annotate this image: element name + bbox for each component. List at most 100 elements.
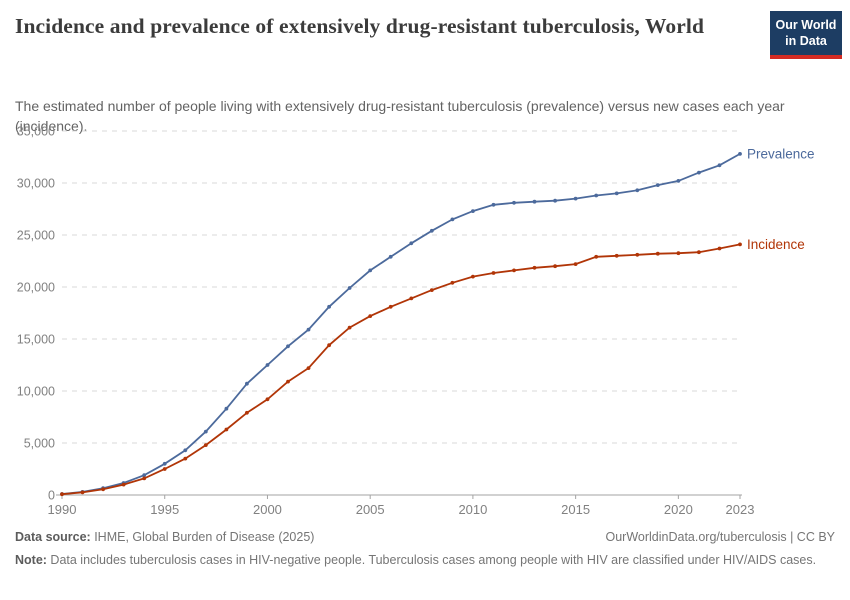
incidence-point	[60, 492, 64, 497]
incidence-point	[183, 456, 188, 461]
owid-citation-link[interactable]: OurWorldinData.org/tuberculosis | CC BY	[605, 530, 836, 544]
prevalence-point	[573, 196, 578, 201]
incidence-point	[471, 274, 475, 279]
owid-logo-line2: in Data	[785, 34, 827, 49]
incidence-point	[676, 251, 681, 256]
chart-svg: 0 5,000 10,000 15,000 20,000 25,000 30,000 35,0…	[17, 125, 815, 518]
prevalence-point	[594, 193, 599, 198]
y-tick-label: 15,000	[17, 333, 55, 347]
x-tick-label: 2020	[664, 502, 693, 517]
incidence-point	[697, 250, 701, 255]
incidence-point	[142, 476, 147, 481]
prevalence-point	[409, 241, 414, 246]
x-tick-label: 2005	[356, 502, 385, 517]
source-row: Data source: IHME, Global Burden of Dise…	[15, 530, 835, 544]
incidence-point	[162, 467, 167, 471]
incidence-point	[203, 443, 208, 447]
incidence-point	[450, 280, 455, 285]
prevalence-point	[224, 406, 229, 411]
incidence-point	[738, 242, 742, 247]
incidence-point	[635, 252, 640, 257]
prevalence-point	[327, 304, 331, 309]
y-tick-label: 10,000	[17, 385, 55, 399]
incidence-point	[429, 288, 434, 292]
y-tick-label: 5,000	[24, 437, 55, 451]
incidence-point	[224, 427, 229, 432]
note-text: Data includes tuberculosis cases in HIV-…	[46, 553, 817, 567]
incidence-point	[491, 271, 496, 275]
chart-footer: Data source: IHME, Global Burden of Dise…	[15, 530, 835, 569]
incidence-point	[655, 251, 660, 256]
incidence-point	[614, 253, 619, 258]
incidence-point	[388, 304, 393, 309]
data-source-label: Data source:	[15, 530, 91, 544]
prevalence-point	[676, 179, 681, 183]
prevalence-point	[203, 429, 208, 434]
incidence-point	[553, 264, 557, 269]
y-tick-label: 35,000	[17, 125, 55, 139]
y-tick-label: 0	[48, 489, 55, 503]
chart-subtitle: The estimated number of people living wi…	[15, 98, 785, 135]
incidence-point	[286, 379, 290, 384]
incidence-point	[532, 265, 537, 270]
incidence-point	[512, 268, 516, 273]
incidence-point	[306, 366, 311, 370]
incidence-point	[717, 246, 722, 251]
x-tick-label: 2010	[458, 502, 487, 517]
prevalence-point	[655, 183, 660, 187]
incidence-point	[121, 482, 126, 487]
prevalence-point	[306, 327, 311, 332]
x-tick-label: 1995	[150, 502, 179, 517]
prevalence-point	[471, 209, 475, 213]
x-tick-label: 2015	[561, 502, 590, 517]
prevalence-point	[347, 286, 352, 290]
prevalence-point	[491, 202, 496, 207]
prevalence-point	[697, 170, 701, 175]
note-label: Note:	[15, 553, 47, 567]
owid-logo: Our World in Data	[770, 11, 842, 59]
prevalence-point	[512, 200, 516, 205]
x-tick-label: 2023	[726, 502, 755, 517]
incidence-point	[245, 410, 249, 415]
y-tick-label: 30,000	[17, 177, 55, 191]
owid-logo-line1: Our World	[775, 18, 837, 32]
incidence-point	[101, 487, 105, 492]
prevalence-point	[388, 254, 393, 259]
prevalence-point	[635, 188, 640, 193]
prevalence-point	[265, 363, 270, 367]
prevalence-point	[450, 217, 455, 222]
prevalence-point	[368, 268, 373, 273]
data-source: Data source: IHME, Global Burden of Dise…	[15, 530, 314, 544]
prevalence-point	[286, 344, 290, 349]
incidence-point	[573, 262, 578, 266]
prevalence-point	[429, 228, 434, 233]
x-tick-label: 2000	[253, 502, 282, 517]
prevalence-point	[183, 448, 188, 453]
prevalence-label: Prevalence	[747, 146, 815, 161]
incidence-label: Incidence	[747, 237, 805, 252]
prevalence-point	[738, 152, 742, 156]
prevalence-point	[245, 381, 249, 386]
incidence-line	[61, 243, 741, 496]
prevalence-line	[61, 153, 741, 495]
prevalence-point	[717, 163, 722, 168]
incidence-point	[594, 254, 599, 259]
prevalence-point	[614, 191, 619, 196]
prevalence-point	[553, 198, 557, 203]
incidence-point	[409, 296, 414, 301]
incidence-point	[347, 325, 352, 330]
y-tick-label: 20,000	[17, 281, 55, 295]
page-title: Incidence and prevalence of extensively …	[15, 14, 705, 38]
incidence-point	[368, 314, 373, 318]
prevalence-point	[162, 461, 167, 466]
incidence-point	[327, 343, 331, 348]
incidence-point	[80, 490, 85, 495]
data-source-text: IHME, Global Burden of Disease (2025)	[90, 530, 315, 544]
incidence-point	[265, 397, 270, 402]
prevalence-point	[142, 473, 147, 478]
y-tick-label: 25,000	[17, 229, 55, 243]
prevalence-point	[532, 199, 537, 204]
chart-note: Note: Data includes tuberculosis cases i…	[15, 551, 835, 569]
x-tick-label: 1990	[48, 502, 77, 517]
